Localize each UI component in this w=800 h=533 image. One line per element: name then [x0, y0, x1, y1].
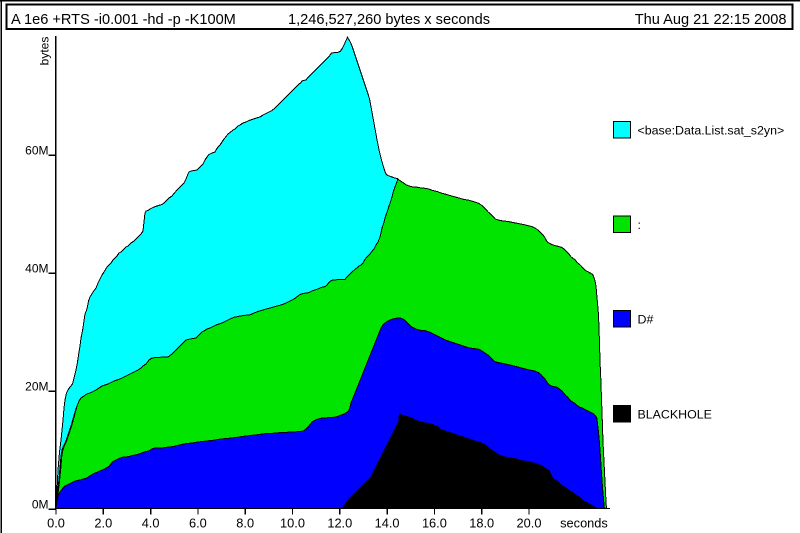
svg-text:10.0: 10.0 [280, 516, 305, 531]
svg-text:18.0: 18.0 [469, 516, 494, 531]
svg-text:4.0: 4.0 [142, 516, 160, 531]
svg-text:16.0: 16.0 [422, 516, 447, 531]
svg-text:Thu Aug 21 22:15 2008: Thu Aug 21 22:15 2008 [635, 12, 787, 28]
svg-text:0.0: 0.0 [47, 516, 65, 531]
svg-text:bytes: bytes [38, 37, 52, 66]
svg-text:6.0: 6.0 [189, 516, 207, 531]
svg-text:20.0: 20.0 [517, 516, 542, 531]
svg-text:2.0: 2.0 [94, 516, 112, 531]
svg-text:12.0: 12.0 [327, 516, 352, 531]
svg-text:A 1e6 +RTS -i0.001 -hd -p -K10: A 1e6 +RTS -i0.001 -hd -p -K100M [11, 12, 236, 28]
svg-text:8.0: 8.0 [236, 516, 254, 531]
svg-text:seconds: seconds [560, 516, 608, 531]
svg-text::: : [638, 218, 641, 232]
svg-text:1,246,527,260 bytes x seconds: 1,246,527,260 bytes x seconds [288, 12, 490, 28]
svg-text:<base:Data.List.sat_s2yn>: <base:Data.List.sat_s2yn> [638, 124, 785, 138]
svg-text:D#: D# [638, 313, 654, 327]
svg-text:40M: 40M [25, 262, 48, 276]
svg-text:60M: 60M [25, 144, 48, 158]
svg-text:14.0: 14.0 [375, 516, 400, 531]
svg-text:20M: 20M [25, 380, 48, 394]
svg-text:BLACKHOLE: BLACKHOLE [638, 408, 712, 422]
svg-text:0M: 0M [32, 498, 49, 512]
